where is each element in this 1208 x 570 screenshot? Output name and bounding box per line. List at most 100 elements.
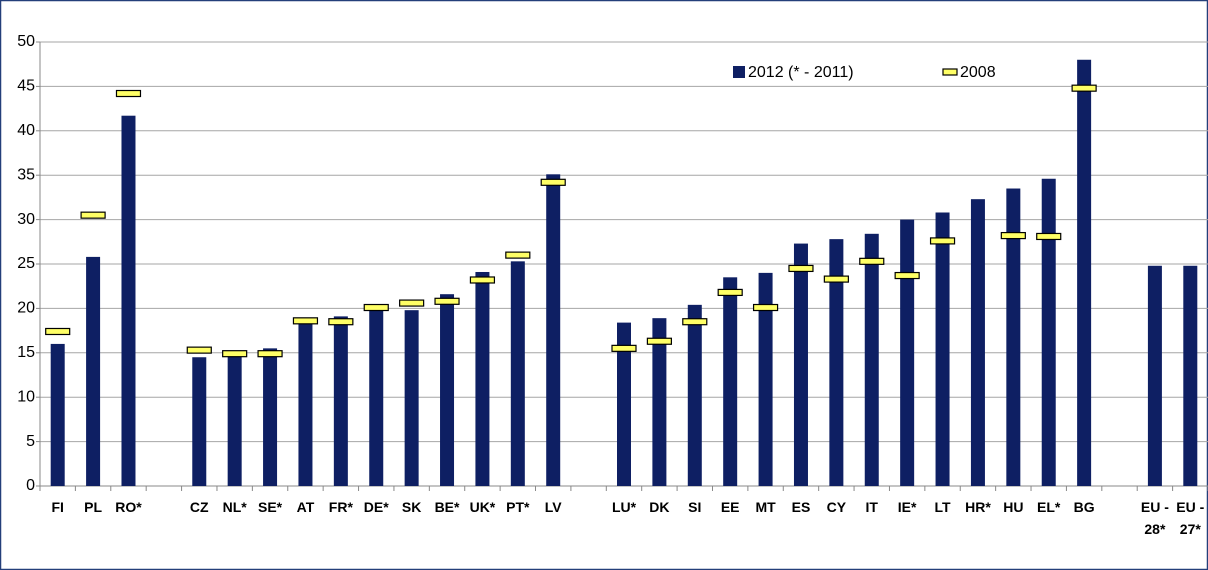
x-tick-label: AT	[296, 499, 315, 515]
marker	[469, 276, 496, 284]
y-tick-label: 40	[17, 122, 35, 139]
x-tick-label: CY	[826, 499, 847, 515]
marker	[788, 264, 814, 273]
y-tick-label: 50	[17, 33, 35, 50]
x-tick-label: DK	[649, 499, 670, 515]
x-tick-label: BE*	[434, 499, 460, 515]
legend-label: 2012 (* - 2011)	[748, 64, 854, 81]
x-tick-label: SI	[688, 499, 702, 515]
marker	[257, 350, 283, 358]
x-tick-label: UK*	[469, 499, 496, 515]
bar	[369, 310, 384, 486]
bar	[687, 304, 702, 486]
marker	[434, 297, 460, 305]
x-tick-label: CZ	[189, 499, 209, 515]
x-tick-label: SE*	[257, 499, 283, 515]
x-tick-label: SK	[401, 499, 422, 515]
x-tick-label: PL	[84, 499, 103, 515]
x-tick-label: HU	[1003, 499, 1024, 515]
bar	[758, 272, 773, 486]
x-tick-label: LU*	[611, 499, 637, 515]
marker	[929, 237, 956, 245]
bar	[793, 243, 808, 486]
marker	[399, 299, 425, 307]
bar	[192, 357, 207, 486]
bar	[298, 321, 313, 486]
bar	[1147, 265, 1162, 486]
bar	[263, 348, 278, 486]
y-tick-label: 5	[26, 433, 35, 450]
marker	[363, 303, 389, 312]
x-tick-label: ES	[791, 499, 811, 515]
x-tick-label: LT	[934, 499, 951, 515]
marker	[646, 337, 672, 345]
bar	[404, 310, 419, 486]
x-tick-label: FI	[51, 499, 64, 515]
marker	[540, 178, 566, 186]
x-tick-label: EU - 27*	[1176, 499, 1205, 537]
bar	[652, 318, 667, 486]
marker	[328, 318, 354, 326]
x-tick-label: MT	[755, 499, 776, 515]
bar	[1183, 265, 1198, 486]
bar	[1041, 178, 1056, 486]
y-tick-label: 25	[17, 255, 35, 272]
marker	[717, 288, 743, 297]
bar	[440, 294, 455, 486]
bar	[546, 174, 561, 486]
y-tick-label: 20	[17, 300, 35, 317]
marker	[894, 271, 920, 280]
y-tick-label: 30	[17, 211, 35, 228]
marker	[1036, 232, 1062, 241]
x-tick-label: FR*	[328, 499, 353, 515]
marker	[80, 211, 106, 219]
y-tick-label: 10	[17, 388, 35, 405]
bar	[1006, 188, 1021, 486]
marker	[45, 327, 71, 336]
marker	[222, 350, 248, 358]
marker	[611, 344, 637, 352]
bar	[227, 354, 242, 486]
bar	[86, 256, 101, 486]
bar	[864, 233, 879, 486]
bar	[970, 199, 985, 486]
bar	[1077, 59, 1092, 486]
x-tick-label: RO*	[115, 499, 142, 515]
marker	[115, 89, 142, 98]
marker	[859, 257, 885, 265]
legend-swatch	[733, 66, 745, 78]
bar	[617, 322, 631, 486]
bar	[475, 271, 490, 486]
marker	[505, 251, 531, 259]
x-tick-label: IT	[865, 499, 878, 515]
x-tick-label: DE*	[363, 499, 389, 515]
bar	[121, 115, 136, 486]
x-tick-label: PT*	[506, 499, 530, 515]
y-tick-label: 35	[17, 166, 35, 183]
bar	[50, 343, 65, 486]
y-tick-label: 0	[26, 477, 35, 494]
x-tick-label: HR*	[965, 499, 991, 515]
marker	[1000, 231, 1026, 240]
bar	[935, 212, 950, 486]
bar	[900, 219, 915, 486]
bar	[333, 316, 348, 486]
x-tick-label: LV	[544, 499, 562, 515]
x-tick-label: BG	[1073, 499, 1095, 515]
x-tick-label: EU - 28*	[1140, 499, 1169, 537]
bar	[723, 277, 738, 486]
x-tick-label: NL*	[222, 499, 247, 515]
bar	[510, 261, 525, 486]
legend-swatch	[942, 68, 958, 76]
x-tick-label: EL*	[1037, 499, 1061, 515]
marker	[752, 303, 779, 312]
y-tick-label: 45	[17, 78, 35, 95]
legend-label: 2008	[960, 64, 996, 81]
marker	[1071, 84, 1097, 92]
bar	[829, 239, 844, 486]
x-tick-label: IE*	[897, 499, 917, 515]
y-tick-label: 15	[17, 344, 35, 361]
